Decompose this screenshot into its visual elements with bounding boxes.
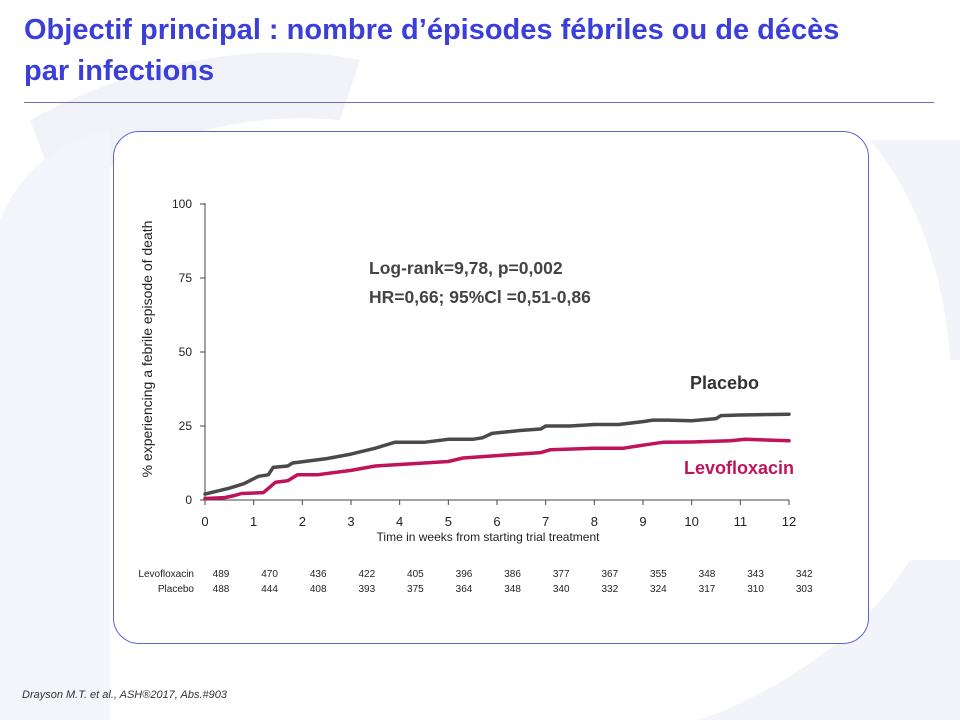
x-tick-label: 12	[782, 514, 796, 529]
x-tick-label: 3	[347, 514, 354, 529]
x-tick-label: 2	[299, 514, 306, 529]
risk-cell: 332	[601, 584, 618, 595]
slide-title-line-1: Objectif principal : nombre d’épisodes f…	[24, 14, 840, 46]
x-tick-label: 6	[493, 514, 500, 529]
y-tick-label: 100	[172, 197, 192, 211]
risk-cell: 317	[699, 584, 716, 595]
risk-cell: 364	[456, 584, 473, 595]
risk-cell: 355	[650, 569, 667, 580]
risk-cell: 436	[310, 569, 327, 580]
risk-cell: 348	[699, 569, 716, 580]
chart-frame	[113, 131, 869, 644]
y-tick-label: 50	[179, 345, 193, 359]
x-tick-label: 7	[542, 514, 549, 529]
risk-cell: 310	[747, 584, 764, 595]
slide-title-line-2: par infections	[24, 55, 215, 87]
hr-annotation: HR=0,66; 95%Cl =0,51-0,86	[369, 287, 591, 307]
risk-cell: 342	[796, 569, 813, 580]
risk-cell: 324	[650, 584, 667, 595]
x-tick-label: 1	[250, 514, 257, 529]
x-tick-label: 10	[684, 514, 698, 529]
risk-row-label: Placebo	[158, 584, 195, 595]
risk-cell: 375	[407, 584, 424, 595]
series-line-placebo	[203, 412, 791, 496]
y-tick-label: 75	[179, 271, 193, 285]
risk-cell: 488	[213, 584, 230, 595]
x-tick-label: 4	[396, 514, 403, 529]
risk-cell: 377	[553, 569, 570, 580]
risk-cell: 422	[358, 569, 375, 580]
risk-cell: 303	[796, 584, 813, 595]
risk-cell: 367	[601, 569, 618, 580]
logrank-annotation: Log-rank=9,78, p=0,002	[369, 258, 563, 278]
y-tick-label: 0	[185, 493, 192, 507]
slide-title: Objectif principal : nombre d’épisodes f…	[24, 10, 934, 92]
x-tick-label: 8	[591, 514, 598, 529]
risk-cell: 408	[310, 584, 327, 595]
legend-placebo-label: Placebo	[690, 373, 759, 393]
risk-cell: 393	[358, 584, 375, 595]
risk-cell: 396	[456, 569, 473, 580]
risk-row-label: Levofloxacin	[138, 569, 194, 580]
risk-cell: 405	[407, 569, 424, 580]
x-tick-label: 9	[639, 514, 646, 529]
risk-cell: 340	[553, 584, 570, 595]
title-divider	[24, 102, 934, 103]
x-tick-label: 5	[445, 514, 452, 529]
at-risk-table: Levofloxacin 489 470 436 422 405 396 386 377 367 3…	[138, 569, 813, 595]
risk-cell: 470	[261, 569, 278, 580]
y-tick-label: 25	[179, 419, 193, 433]
series-line-levofloxacin	[203, 437, 791, 501]
risk-cell: 489	[213, 569, 230, 580]
x-tick-label: 0	[201, 514, 208, 529]
risk-cell: 444	[261, 584, 278, 595]
x-tick-label: 11	[734, 514, 748, 529]
y-axis-label: % experiencing a febrile episode of deat…	[139, 221, 155, 478]
risk-cell: 343	[747, 569, 764, 580]
x-axis-label: Time in weeks from starting trial treatm…	[377, 530, 601, 544]
legend-levofloxacin-label: Levofloxacin	[684, 458, 794, 478]
risk-cell: 348	[504, 584, 521, 595]
citation: Drayson M.T. et al., ASH®2017, Abs.#903	[22, 689, 227, 701]
chart-series	[203, 412, 791, 501]
risk-cell: 386	[504, 569, 521, 580]
